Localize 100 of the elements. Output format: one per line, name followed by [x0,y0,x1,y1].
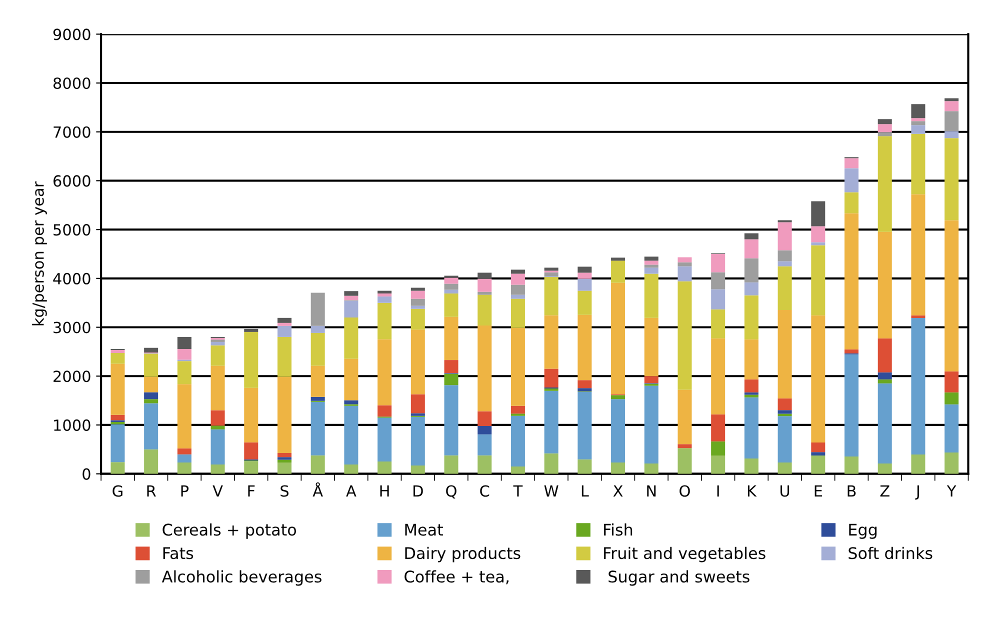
bar [878,379,892,384]
bar [410,465,425,474]
bar [277,376,292,454]
bar [378,339,392,406]
bar [644,268,658,274]
legend-label: Dairy products [405,546,520,562]
bar [478,294,492,326]
bar [778,222,792,250]
bar [578,388,592,392]
bar [177,349,192,360]
bar [944,131,959,138]
bar [510,270,525,274]
x-tick-label: W [544,485,558,497]
bar [110,350,125,354]
bar [944,98,959,102]
bar [844,349,859,354]
bar [811,245,826,316]
bar [578,314,592,380]
bar [510,466,525,474]
bar [911,194,926,316]
x-tick-label: Å [312,482,323,497]
bar [478,278,492,292]
bar [711,309,726,338]
bar [444,293,458,317]
bar [410,416,425,466]
bar [778,266,792,310]
legend-label: Alcoholic beverages [162,570,322,586]
legend-label: Coffee + tea, [404,570,508,584]
bar [944,220,959,372]
bar [944,392,959,404]
bar [344,291,358,296]
y-tick-label: 2000 [54,370,90,382]
bar [210,429,225,464]
bar [911,134,926,194]
bar [744,295,758,340]
bar [844,456,859,474]
x-tick-label: C [480,485,490,497]
x-tick-label: Y [946,485,956,497]
bar [444,385,458,456]
bar [277,318,292,323]
x-tick-label: B [848,485,856,497]
bar [778,261,792,266]
bar [510,328,525,406]
bar [444,360,458,374]
bar [744,258,758,282]
bar [510,284,525,295]
bar [944,138,959,220]
bar [310,396,325,401]
bar [277,322,292,326]
bar [410,394,425,414]
bar [210,426,225,430]
bar [578,290,592,315]
bar [144,449,158,474]
bar [110,422,125,424]
bar [878,124,892,132]
x-tick-label: O [680,485,690,497]
bar [678,448,692,474]
bar [344,318,358,359]
bar [778,462,792,474]
x-tick-label: E [814,485,822,497]
bar [144,399,158,404]
bar [444,290,458,294]
bar [244,461,258,474]
bar [310,366,325,397]
bar [277,460,292,462]
x-tick-label: H [380,485,389,497]
bar [611,462,626,474]
bar [310,402,325,456]
bar [678,444,692,448]
y-axis-title: kg/person per year [32,181,47,326]
legend-label: Fats [163,547,194,560]
x-tick-label: J [915,485,919,500]
bar [177,361,192,384]
y-tick-label: 3000 [54,322,90,334]
bar [778,416,792,462]
bar [944,452,959,474]
legend-label: Sugar and sweets [608,570,750,586]
bar [177,448,192,454]
bar [144,348,158,353]
bar [478,426,492,434]
bar [744,233,758,240]
y-tick-label: 1000 [54,419,90,431]
bar [878,338,892,372]
bar [378,461,392,474]
bar [210,464,225,474]
bar [444,284,458,290]
bar [544,390,558,454]
bar [778,310,792,398]
bar [244,328,258,332]
bar [310,292,325,326]
bar [878,136,892,232]
bar [444,455,458,474]
bar [410,330,425,394]
bar [344,400,358,404]
x-tick-label: Z [880,485,890,497]
bar [478,434,492,456]
bar [244,388,258,442]
bar [811,442,826,452]
bar [778,398,792,410]
bar [378,405,392,417]
